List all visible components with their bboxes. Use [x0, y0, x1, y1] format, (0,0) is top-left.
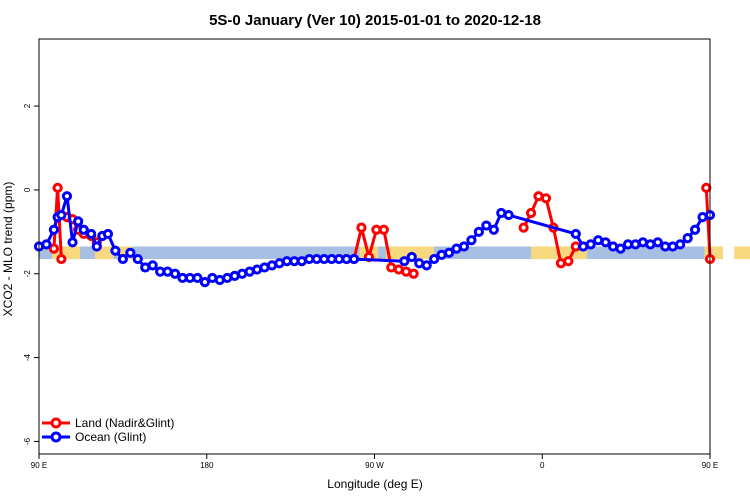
ocean-series-point — [86, 228, 97, 240]
legend-land-label: Land (Nadir&Glint) — [75, 416, 174, 430]
ocean-series-point — [421, 260, 432, 271]
x-tick-label: 90 E — [702, 461, 718, 470]
y-tick-label: 0 — [23, 187, 32, 192]
legend-ocean-marker — [50, 431, 62, 443]
ocean-series-point — [443, 247, 455, 258]
land-series-point — [525, 207, 537, 219]
land-series-point — [563, 256, 574, 267]
y-tick-label: -4 — [23, 353, 32, 361]
ocean-series-point — [503, 209, 514, 221]
x-ticks: 90 E 180 90 W 0 90 E — [31, 454, 718, 470]
x-tick-label: 0 — [540, 461, 545, 470]
ocean-series-point — [132, 253, 143, 265]
x-tick-label: 90 E — [31, 461, 47, 470]
land-series-point — [378, 224, 389, 235]
ocean-series-point — [600, 237, 611, 248]
ocean-series-point — [399, 256, 410, 267]
y-tick-label: -6 — [23, 437, 32, 445]
ocean-series-point — [78, 224, 89, 235]
land-series-point — [356, 222, 367, 233]
x-axis-label: Longitude (deg E) — [327, 477, 422, 491]
ocean-series-point — [102, 228, 114, 240]
ocean-series-point — [61, 191, 73, 202]
ocean-series-point — [689, 224, 701, 235]
series-layer — [33, 182, 716, 288]
ocean-series-point — [169, 268, 181, 279]
y-ticks: -6 -4 -2 0 2 — [23, 103, 39, 445]
ocean-series-point — [48, 224, 60, 235]
land-series-point — [701, 182, 712, 193]
ocean-series-point — [73, 216, 84, 227]
land-band-segment — [734, 246, 750, 260]
ocean-series-point — [682, 233, 693, 244]
legend: Land (Nadir&Glint) Ocean (Glint) — [42, 416, 174, 444]
chart-title: 5S-0 January (Ver 10) 2015-01-01 to 2020… — [209, 12, 541, 29]
land-series-line — [704, 187, 712, 260]
ocean-series-point — [570, 228, 581, 240]
ocean-series-point — [458, 241, 470, 252]
ocean-series-point — [199, 277, 210, 288]
ocean-series-point — [117, 253, 128, 265]
land-series-point — [48, 243, 60, 254]
ocean-series-point — [652, 237, 663, 248]
x-tick-label: 90 W — [365, 461, 384, 470]
ocean-series-point — [67, 237, 78, 248]
ocean-series-point — [615, 243, 626, 254]
y-tick-label: -2 — [23, 270, 32, 278]
ocean-series-point — [473, 226, 484, 237]
ocean-series-point — [488, 224, 499, 235]
land-series-point — [56, 253, 67, 265]
land-series-point — [540, 193, 552, 204]
ocean-series-point — [192, 272, 203, 284]
y-tick-label: 2 — [23, 103, 32, 108]
land-series-point — [408, 268, 419, 279]
ocean-series-point — [348, 253, 360, 265]
ocean-series-point — [406, 251, 417, 263]
ocean-series-point — [675, 239, 686, 250]
legend-ocean-label: Ocean (Glint) — [75, 430, 146, 444]
ocean-series-point — [585, 239, 596, 250]
ocean-series-point — [147, 260, 158, 271]
land-series-point — [52, 182, 63, 193]
legend-land-marker — [50, 417, 62, 429]
ocean-series-point — [481, 220, 492, 231]
plot-area-frame — [38, 38, 711, 455]
ocean-series-point — [41, 239, 52, 250]
ocean-series-point — [429, 253, 440, 265]
ocean-series-point — [125, 247, 136, 258]
ocean-series-point — [466, 235, 477, 246]
y-axis-label: XCO2 - MLO trend (ppm) — [1, 182, 15, 317]
land-ocean-band — [39, 246, 750, 260]
land-series-point — [518, 222, 529, 233]
ocean-series-point — [91, 241, 102, 252]
ocean-series-point — [56, 209, 67, 221]
ocean-series-point — [110, 245, 121, 256]
x-tick-label: 180 — [200, 461, 214, 470]
